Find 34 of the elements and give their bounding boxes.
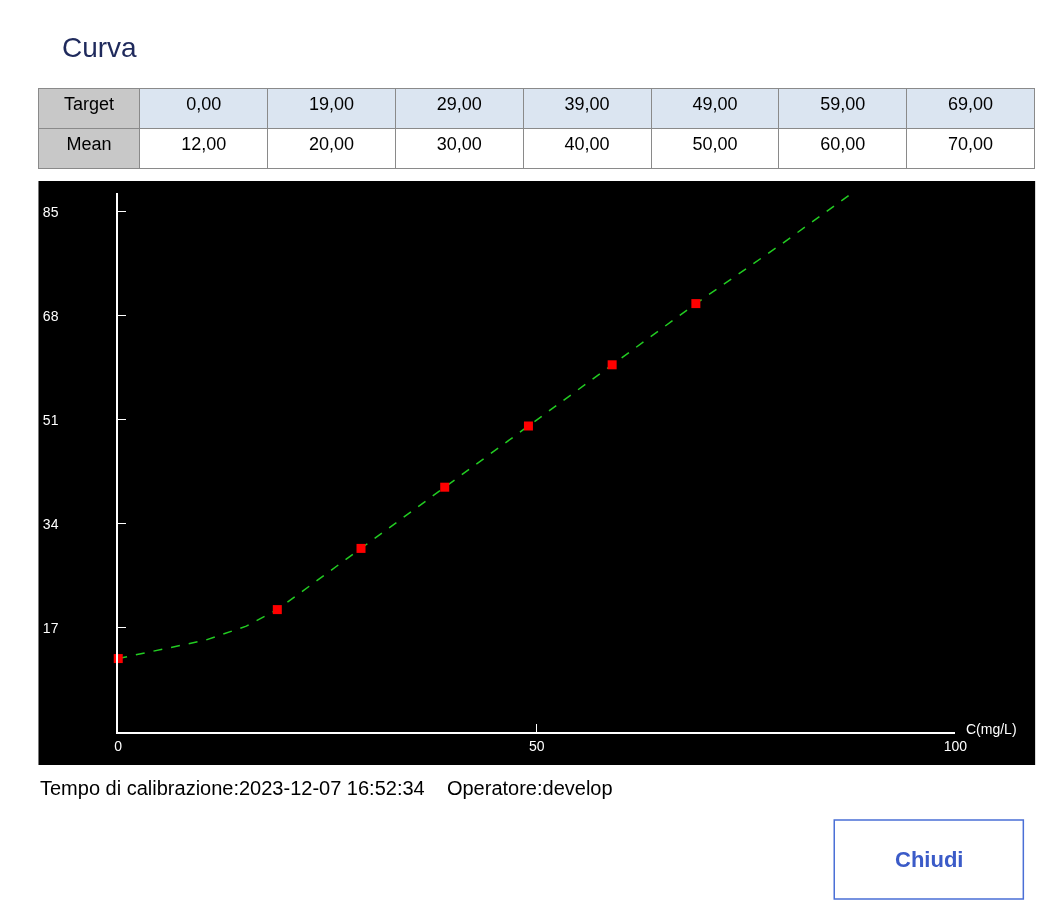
text: Mean bbox=[66, 133, 112, 154]
text: 0,00 bbox=[186, 93, 222, 114]
text: Tempo di calibrazione:2023-12-07 16:52:34 Operatore:develop bbox=[40, 777, 613, 799]
point bbox=[691, 299, 701, 309]
text: 30,00 bbox=[436, 133, 482, 154]
text: 12,00 bbox=[181, 133, 227, 154]
x-axis-title: C(mg/L) bbox=[966, 721, 1017, 737]
text: 20,00 bbox=[308, 133, 354, 154]
text: Chiudi bbox=[895, 847, 964, 872]
point bbox=[272, 605, 282, 615]
x-tick-label: 100 bbox=[943, 737, 968, 754]
text: 60,00 bbox=[820, 133, 866, 154]
point bbox=[607, 360, 617, 370]
y-tick-label: 51 bbox=[42, 411, 59, 428]
text: 49,00 bbox=[692, 93, 738, 114]
chart-title: Curva bbox=[62, 32, 138, 63]
point bbox=[440, 482, 450, 492]
text: 29,00 bbox=[436, 93, 482, 114]
text: 50,00 bbox=[692, 133, 738, 154]
text: 39,00 bbox=[564, 93, 610, 114]
x-tick-label: 0 bbox=[114, 737, 123, 754]
text: 40,00 bbox=[564, 133, 610, 154]
y-tick-label: 17 bbox=[42, 619, 59, 636]
text: 19,00 bbox=[308, 93, 354, 114]
text: 59,00 bbox=[820, 93, 866, 114]
text: 70,00 bbox=[948, 133, 994, 154]
y-tick-label: 68 bbox=[42, 307, 59, 324]
y-tick-label: 85 bbox=[42, 203, 59, 220]
point bbox=[356, 543, 366, 553]
text: 69,00 bbox=[948, 93, 994, 114]
y-tick-label: 34 bbox=[42, 515, 59, 532]
point bbox=[523, 421, 533, 431]
text: Target bbox=[64, 93, 115, 114]
x-tick-label: 50 bbox=[529, 737, 545, 754]
